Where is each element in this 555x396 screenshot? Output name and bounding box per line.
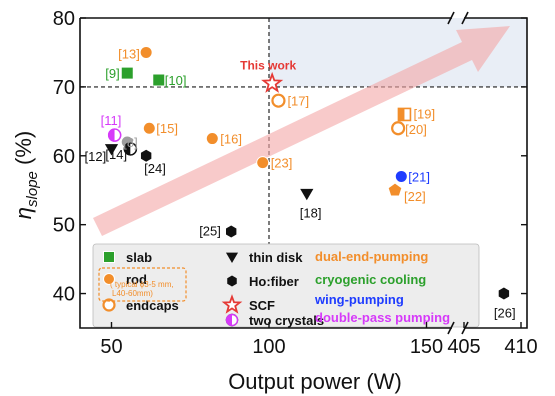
legend-marker-two-crystals xyxy=(225,313,239,327)
legend-marker-scf xyxy=(221,294,243,314)
point-label-13: [13] xyxy=(118,46,140,61)
legend-label-scf: SCF xyxy=(249,298,275,313)
point-label-16: [16] xyxy=(220,132,242,147)
x-tick-label-100: 100 xyxy=(252,336,285,358)
data-points xyxy=(104,45,510,300)
legend-label-rod: rod xyxy=(126,272,147,287)
pumping-label-1: cryogenic cooling xyxy=(315,272,426,287)
axes xyxy=(79,11,528,335)
point-ref22ref xyxy=(388,183,402,196)
legend-marker-ho-fiber xyxy=(227,275,237,287)
point-label-21: [21] xyxy=(408,169,430,184)
point-label-22: [22] xyxy=(404,189,426,204)
y-axis-symbol: η xyxy=(11,207,36,219)
legend-marker-thin-disk xyxy=(225,252,239,264)
point-ref26ref xyxy=(498,287,510,300)
x-tick-label-50: 50 xyxy=(100,336,122,358)
point-ref21ref xyxy=(394,169,408,183)
legend-marker-rod xyxy=(103,273,115,285)
point-ref14ref xyxy=(123,142,138,156)
point-ref16ref xyxy=(205,132,219,146)
this-work-label: This work xyxy=(240,58,296,72)
trend-arrow-shape xyxy=(93,26,510,236)
tick-labels: 40 50 60 70 80 50 100 150 405 410 xyxy=(53,8,538,358)
point-label-24: [24] xyxy=(144,161,166,176)
legend-label-thin-disk: thin disk xyxy=(249,250,303,265)
legend-marker-endcaps xyxy=(102,298,116,312)
x-tick-label-150: 150 xyxy=(410,336,443,358)
point-ref9ref xyxy=(120,66,134,80)
legend-box xyxy=(92,243,480,328)
point-label-10: [10] xyxy=(165,73,187,88)
point-ref24ref xyxy=(140,149,152,162)
legend-label-two-crystals: two crystals xyxy=(249,313,324,328)
reference-lines xyxy=(80,18,527,328)
point-ref20ref xyxy=(391,121,406,136)
trend-arrow xyxy=(93,26,510,236)
break-mark-bottom-a xyxy=(447,321,455,335)
axis-right xyxy=(464,17,528,329)
point-ref19ref xyxy=(397,107,412,122)
point-label-9: [9] xyxy=(105,66,119,81)
y-tick-label-80: 80 xyxy=(53,8,75,30)
x-axis-label: Output power (W) xyxy=(228,369,402,394)
legend-marker-slab xyxy=(103,251,115,263)
point-this-work xyxy=(261,71,284,93)
point-label-20: [20] xyxy=(405,122,427,137)
point-label-8: [8] xyxy=(123,135,137,150)
point-labels: [13] [9] [10] [17] [19][20] [11] [15] [8] [16] [1… xyxy=(85,46,516,320)
point-label-23: [23] xyxy=(271,156,293,171)
point-label-17: [17] xyxy=(287,94,309,109)
point-ref23ref xyxy=(256,156,270,170)
point-label-25: [25] xyxy=(199,224,221,239)
y-tick-label-60: 60 xyxy=(53,146,75,168)
point-ref18ref xyxy=(300,188,314,201)
point-label-18: [18] xyxy=(300,206,322,221)
y-tick-label-50: 50 xyxy=(53,215,75,237)
point-ref11ref xyxy=(107,128,122,142)
legend-background xyxy=(92,243,480,328)
point-ref17ref xyxy=(271,93,286,108)
x-tick-label-405: 405 xyxy=(447,336,480,358)
point-label-26: [26] xyxy=(494,306,516,321)
break-mark-bottom-b xyxy=(461,321,469,335)
break-mark-top-a xyxy=(447,11,455,25)
legend-label-ho-fiber: Ho:fiber xyxy=(249,274,299,289)
break-mark-top-b xyxy=(461,11,469,25)
pumping-label-3: double-pass pumping xyxy=(315,310,450,325)
y-tick-label-70: 70 xyxy=(53,77,75,99)
point-label-14: [14] xyxy=(105,147,127,162)
legend-label-endcaps: endcaps xyxy=(126,298,179,313)
y-axis-label: ηslope (%) xyxy=(11,131,41,219)
x-tick-label-410: 410 xyxy=(504,336,537,358)
rod-note-line-1: L40-60mm) xyxy=(112,289,153,298)
point-ref10ref xyxy=(152,73,166,87)
rod-note-line-0: ( typical ϕ3-5 mm, xyxy=(110,280,174,289)
pumping-label-0: dual-end-pumping xyxy=(315,249,428,264)
axis-left-bottom xyxy=(79,18,452,329)
rod-note-box xyxy=(98,267,187,302)
y-axis-subscript: slope xyxy=(24,171,41,207)
point-label-15: [15] xyxy=(156,121,178,136)
point-label-19: [19] xyxy=(413,106,435,121)
point-label-11: [11] xyxy=(101,113,122,128)
point-ref12ref xyxy=(104,144,119,156)
y-tick-label-40: 40 xyxy=(53,284,75,306)
y-axis-unit: (%) xyxy=(11,131,36,171)
point-label-12: [12] xyxy=(85,149,107,164)
point-ref25ref xyxy=(226,225,237,238)
point-ref13ref xyxy=(139,45,153,59)
pumping-label-2: wing-pumping xyxy=(314,292,404,307)
legend-label-slab: slab xyxy=(126,250,152,265)
point-ref15ref xyxy=(142,121,156,135)
